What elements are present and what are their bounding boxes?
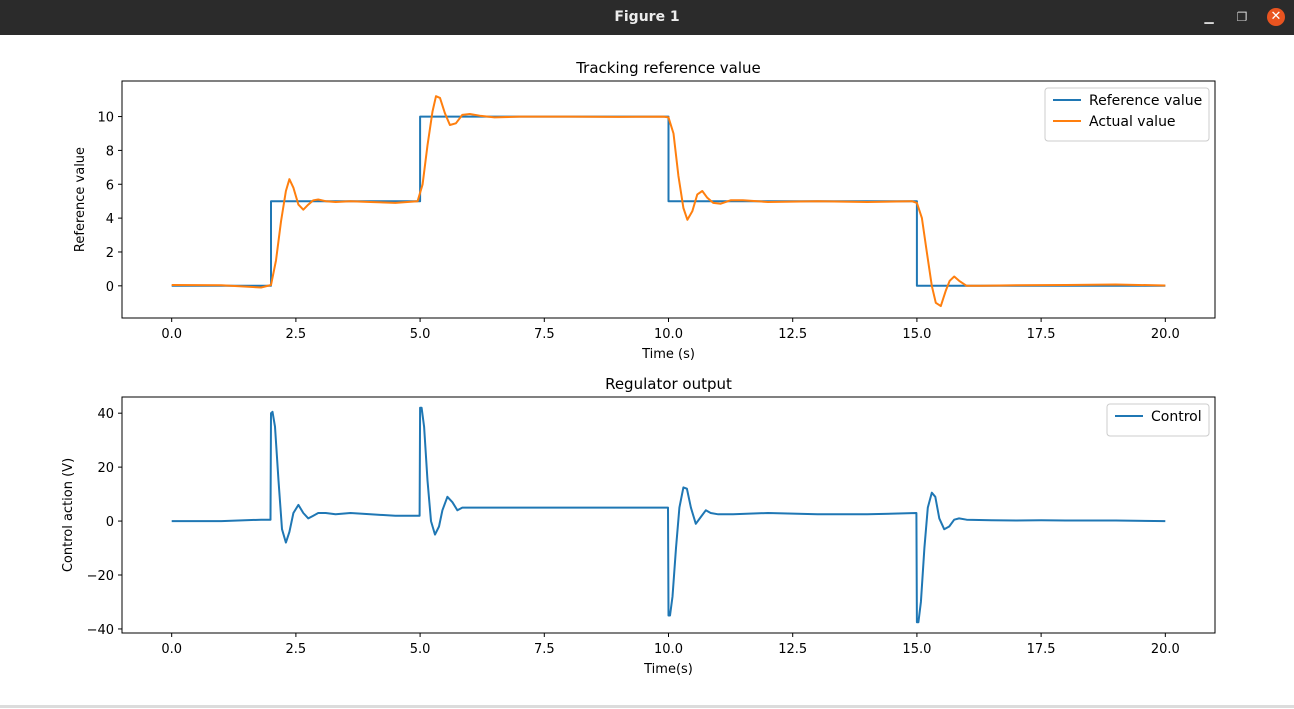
chart2-legend-label-1: Control: [1151, 409, 1202, 425]
chart2-y-tick-label: 20: [97, 461, 114, 476]
window-bottom-strip: [0, 705, 1294, 708]
chart1-series-line-1: [171, 115, 1166, 287]
chart1-x-tick-label: 2.5: [286, 327, 307, 342]
chart1-x-axis-label: Time (s): [641, 347, 695, 362]
chart2-y-axis-label: Control action (V): [61, 458, 76, 572]
figure-svg: 0.0 2.5 5.0 7.5 10.0 12.5 15.0 17.5 20.0 0 2 4 6 8 10 T…: [61, 59, 1216, 677]
chart1-x-tick-label: 15.0: [902, 327, 931, 342]
chart1-x-tick-label: 12.5: [778, 327, 807, 342]
chart1-x-tick-label: 10.0: [654, 327, 683, 342]
chart2-x-tick-label: 12.5: [778, 642, 807, 657]
chart2-y-tick-label: 40: [97, 407, 114, 422]
chart2-y-tick-label: −40: [87, 623, 114, 638]
window-titlebar: Figure 1 ▁ ❐ ✕: [0, 0, 1294, 35]
maximize-icon[interactable]: ❐: [1236, 10, 1248, 24]
chart1-legend-box: [1044, 87, 1210, 142]
chart1-legend-label-2: Actual value: [1089, 114, 1176, 130]
close-icon[interactable]: ✕: [1267, 8, 1285, 26]
chart1-y-tick-label: 10: [97, 111, 114, 126]
minimize-icon[interactable]: ▁: [1204, 10, 1214, 24]
chart1-x-tick-label: 5.0: [410, 327, 431, 342]
chart1-x-tick-label: 17.5: [1027, 327, 1056, 342]
chart2-legend-box: [1106, 403, 1210, 437]
window-title: Figure 1: [614, 9, 680, 25]
chart2-x-tick-label: 7.5: [534, 642, 555, 657]
chart2-y-tick-label: −20: [87, 569, 114, 584]
figure-canvas: 0.0 2.5 5.0 7.5 10.0 12.5 15.0 17.5 20.0 0 2 4 6 8 10 T…: [0, 35, 1294, 705]
chart1-x-tick-label: 0.0: [161, 327, 182, 342]
chart2-x-tick-label: 15.0: [902, 642, 931, 657]
chart2-x-tick-label: 20.0: [1151, 642, 1180, 657]
chart1-title: Tracking reference value: [575, 59, 761, 77]
chart2-y-tick-label: 0: [106, 515, 114, 530]
chart1-y-tick-label: 0: [106, 280, 114, 295]
chart2-x-tick-label: 2.5: [286, 642, 307, 657]
chart1-series-line-2: [171, 95, 1166, 308]
chart1-x-tick-label: 7.5: [534, 327, 555, 342]
chart2-x-axis-label: Time(s): [643, 662, 693, 677]
chart2-series-line-1: [171, 406, 1166, 624]
chart2-title: Regulator output: [605, 375, 732, 393]
chart1-legend-label-1: Reference value: [1089, 93, 1202, 109]
chart1-y-tick-label: 8: [106, 144, 114, 159]
chart1-y-tick-label: 2: [106, 246, 114, 261]
chart1-y-tick-label: 6: [106, 178, 114, 193]
chart2-x-tick-label: 10.0: [654, 642, 683, 657]
chart2-x-tick-label: 0.0: [161, 642, 182, 657]
chart2-x-tick-label: 17.5: [1027, 642, 1056, 657]
chart2-x-tick-label: 5.0: [410, 642, 431, 657]
chart1-y-axis-label: Reference value: [73, 147, 88, 252]
chart1-y-tick-label: 4: [106, 212, 114, 227]
chart1-x-tick-label: 20.0: [1151, 327, 1180, 342]
